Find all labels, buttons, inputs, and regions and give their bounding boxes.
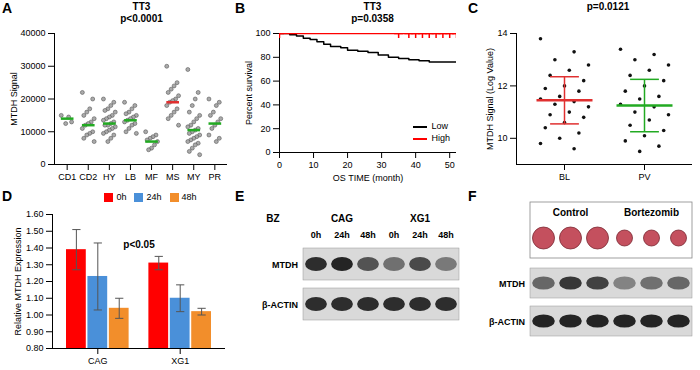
- svg-text:24h: 24h: [334, 230, 350, 240]
- html-text:F: F: [468, 188, 477, 204]
- svg-text:BL: BL: [559, 172, 570, 182]
- svg-text:HY: HY: [103, 172, 116, 182]
- svg-text:1.30: 1.30: [26, 260, 44, 270]
- html-text:Low: Low: [431, 121, 448, 131]
- svg-text:12: 12: [497, 81, 507, 91]
- html-text:B: B: [235, 0, 246, 16]
- svg-text:CAG: CAG: [88, 356, 108, 366]
- svg-text:48h: 48h: [360, 230, 376, 240]
- svg-text:10000: 10000: [20, 127, 45, 137]
- svg-text:0h: 0h: [389, 230, 400, 240]
- svg-text:MF: MF: [145, 172, 158, 182]
- svg-text:20: 20: [260, 124, 270, 134]
- svg-text:1.60: 1.60: [26, 209, 44, 219]
- svg-text:10: 10: [309, 160, 319, 170]
- svg-text:MTDH: MTDH: [272, 260, 298, 270]
- svg-text:1.50: 1.50: [26, 226, 44, 236]
- svg-text:40: 40: [411, 160, 421, 170]
- svg-text:PV: PV: [638, 172, 650, 182]
- svg-text:0: 0: [265, 147, 270, 157]
- svg-text:0.80: 0.80: [26, 343, 44, 353]
- svg-text:LB: LB: [125, 172, 136, 182]
- svg-text:Control: Control: [553, 207, 589, 218]
- svg-text:40: 40: [260, 100, 270, 110]
- svg-text:1.00: 1.00: [26, 310, 44, 320]
- svg-text:80: 80: [260, 52, 270, 62]
- html-text:0h: 0h: [116, 192, 127, 202]
- html-text:TT3: TT3: [363, 1, 382, 12]
- svg-text:30: 30: [377, 160, 387, 170]
- svg-text:20000: 20000: [20, 94, 45, 104]
- html-text:High: High: [431, 133, 450, 143]
- svg-text:20: 20: [343, 160, 353, 170]
- svg-text:0: 0: [40, 159, 45, 169]
- svg-text:24h: 24h: [412, 230, 428, 240]
- svg-text:MY: MY: [187, 172, 201, 182]
- svg-text:β-ACTIN: β-ACTIN: [262, 300, 298, 310]
- svg-text:MTDH Signal (Log Value): MTDH Signal (Log Value): [485, 48, 495, 150]
- svg-text:XG1: XG1: [410, 213, 430, 224]
- svg-text:MS: MS: [166, 172, 180, 182]
- svg-text:1.10: 1.10: [26, 293, 44, 303]
- svg-text:MTDH Signal: MTDH Signal: [9, 72, 19, 126]
- svg-text:1.40: 1.40: [26, 243, 44, 253]
- svg-text:Relative MTDH Expression: Relative MTDH Expression: [13, 227, 23, 335]
- svg-text:10: 10: [497, 133, 507, 143]
- svg-text:14: 14: [497, 28, 507, 38]
- svg-text:OS TIME (month): OS TIME (month): [333, 173, 403, 183]
- svg-text:100: 100: [255, 28, 270, 38]
- svg-text:PR: PR: [209, 172, 222, 182]
- svg-text:CAG: CAG: [331, 213, 353, 224]
- svg-text:60: 60: [260, 76, 270, 86]
- html-text:A: A: [2, 0, 13, 16]
- svg-text:CD1: CD1: [58, 172, 76, 182]
- svg-text:XG1: XG1: [171, 356, 189, 366]
- svg-text:0.90: 0.90: [26, 327, 44, 337]
- svg-text:BZ: BZ: [266, 213, 279, 224]
- html-text:p=0.0358: p=0.0358: [351, 13, 394, 24]
- html-text:48h: 48h: [181, 192, 197, 202]
- svg-text:0: 0: [277, 160, 282, 170]
- html-text:p=0.0121: p=0.0121: [586, 1, 630, 12]
- html-text:p<0.0001: p<0.0001: [120, 13, 163, 24]
- svg-text:1.20: 1.20: [26, 276, 44, 286]
- svg-text:48h: 48h: [438, 230, 454, 240]
- html-text:C: C: [468, 0, 479, 16]
- svg-text:0h: 0h: [311, 230, 322, 240]
- html-text:24h: 24h: [146, 192, 162, 202]
- html-text:TT3: TT3: [132, 1, 151, 12]
- svg-text:CD2: CD2: [79, 172, 97, 182]
- svg-text:MTDH: MTDH: [499, 279, 525, 289]
- html-text:E: E: [235, 188, 245, 204]
- svg-text:Bortezomib: Bortezomib: [624, 207, 679, 218]
- svg-text:p<0.05: p<0.05: [123, 239, 155, 250]
- html-text:D: D: [2, 188, 13, 204]
- svg-text:β-ACTIN: β-ACTIN: [489, 317, 525, 327]
- svg-text:40000: 40000: [20, 28, 45, 38]
- svg-text:Percent survival: Percent survival: [244, 61, 254, 125]
- svg-text:30000: 30000: [20, 61, 45, 71]
- svg-text:50: 50: [445, 160, 455, 170]
